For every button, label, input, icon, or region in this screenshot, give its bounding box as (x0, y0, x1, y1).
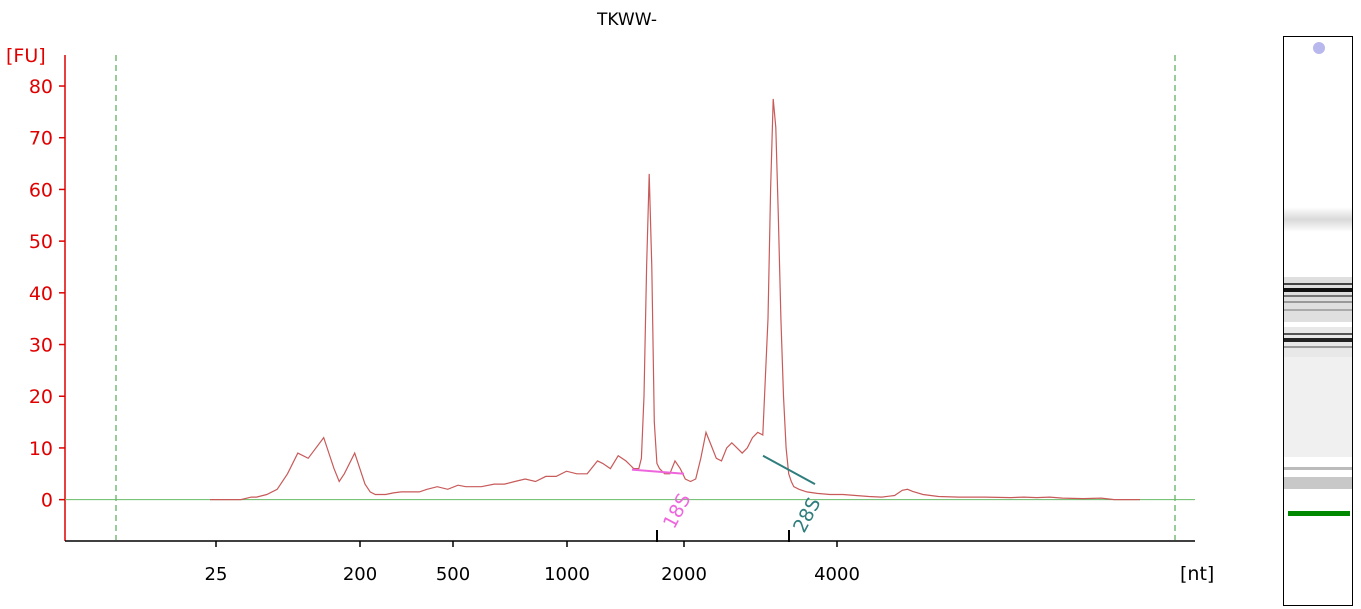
x-tick-label: 500 (436, 564, 470, 585)
y-tick-label: 60 (29, 179, 53, 201)
y-axis-unit-label: [FU] (6, 45, 46, 67)
gel-upper-marker-dot (1313, 42, 1325, 54)
y-tick-label: 0 (41, 490, 53, 512)
gel-lane-image (1284, 42, 1352, 516)
28s-peak-label: 28S (789, 494, 825, 536)
18s-peak-area-line (631, 468, 685, 475)
y-axis: 0 10 20 30 40 50 60 70 80 (29, 55, 66, 541)
x-tick-label: 25 (205, 564, 228, 585)
gel-band-f (1284, 346, 1352, 348)
y-tick-label: 70 (29, 128, 53, 150)
y-tick-label: 50 (29, 231, 53, 253)
x-tick-label: 2000 (661, 564, 707, 585)
gel-band-a (1284, 283, 1352, 285)
x-tick-label: 1000 (544, 564, 590, 585)
gel-band-28s (1284, 288, 1352, 292)
gel-band-e (1284, 333, 1352, 335)
gel-band-18s (1284, 338, 1352, 342)
electropherogram-chart: TKWW- [FU] [nt] 0 10 20 30 40 50 60 70 80 25 200 5… (6, 10, 1214, 585)
chart-title: TKWW- (596, 10, 657, 30)
x-axis-unit-label: [nt] (1180, 563, 1214, 585)
y-tick-label: 20 (29, 386, 53, 408)
gel-band-h (1284, 477, 1352, 489)
gel-band-c (1284, 301, 1352, 303)
28s-peak-area-line (762, 454, 816, 486)
y-tick-label: 10 (29, 438, 53, 460)
y-tick-label: 30 (29, 335, 53, 357)
gel-lower-marker-band (1288, 511, 1350, 516)
gel-band-d (1284, 309, 1352, 311)
18s-peak-label: 18S (659, 490, 695, 532)
gel-smear-upper (1284, 207, 1352, 232)
x-axis: 25 200 500 1000 2000 4000 (65, 540, 1195, 585)
gel-smear-low (1284, 357, 1352, 457)
y-tick-label: 80 (29, 76, 53, 98)
x-tick-label: 4000 (814, 564, 860, 585)
x-tick-label: 200 (343, 564, 377, 585)
gel-band-b (1284, 295, 1352, 297)
fluorescence-trace (210, 98, 1140, 501)
gel-band-g (1284, 467, 1352, 470)
y-tick-label: 40 (29, 283, 53, 305)
virtual-gel-lane (1283, 36, 1353, 606)
